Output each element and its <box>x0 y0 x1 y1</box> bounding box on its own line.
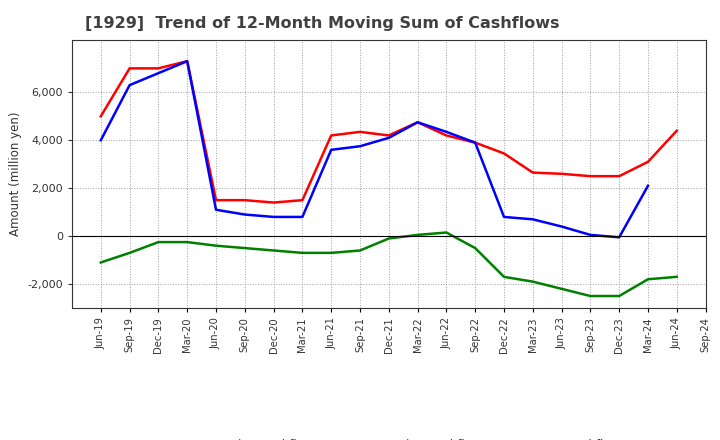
Free Cashflow <box>471 140 480 145</box>
Operating Cashflow <box>442 133 451 138</box>
Free Cashflow <box>212 207 220 213</box>
Free Cashflow <box>154 70 163 76</box>
Operating Cashflow <box>96 114 105 119</box>
Operating Cashflow <box>269 200 278 205</box>
Investing Cashflow <box>384 236 393 241</box>
Free Cashflow <box>183 59 192 64</box>
Text: [1929]  Trend of 12-Month Moving Sum of Cashflows: [1929] Trend of 12-Month Moving Sum of C… <box>85 16 559 32</box>
Free Cashflow <box>240 212 249 217</box>
Investing Cashflow <box>269 248 278 253</box>
Free Cashflow <box>615 235 624 240</box>
Investing Cashflow <box>240 246 249 251</box>
Free Cashflow <box>96 138 105 143</box>
Free Cashflow <box>125 82 134 88</box>
Operating Cashflow <box>154 66 163 71</box>
Free Cashflow <box>327 147 336 153</box>
Investing Cashflow <box>125 250 134 256</box>
Y-axis label: Amount (million yen): Amount (million yen) <box>9 112 22 236</box>
Free Cashflow <box>356 143 364 149</box>
Investing Cashflow <box>586 293 595 299</box>
Investing Cashflow <box>442 230 451 235</box>
Legend: Operating Cashflow, Investing Cashflow, Free Cashflow: Operating Cashflow, Investing Cashflow, … <box>153 435 625 440</box>
Operating Cashflow <box>586 173 595 179</box>
Operating Cashflow <box>615 173 624 179</box>
Operating Cashflow <box>672 128 681 133</box>
Operating Cashflow <box>528 170 537 175</box>
Free Cashflow <box>500 214 508 220</box>
Investing Cashflow <box>212 243 220 248</box>
Operating Cashflow <box>413 120 422 125</box>
Investing Cashflow <box>413 232 422 238</box>
Free Cashflow <box>557 224 566 229</box>
Investing Cashflow <box>471 246 480 251</box>
Operating Cashflow <box>240 198 249 203</box>
Operating Cashflow <box>125 66 134 71</box>
Investing Cashflow <box>327 250 336 256</box>
Free Cashflow <box>298 214 307 220</box>
Operating Cashflow <box>298 198 307 203</box>
Line: Free Cashflow: Free Cashflow <box>101 61 648 237</box>
Operating Cashflow <box>471 140 480 145</box>
Free Cashflow <box>528 216 537 222</box>
Operating Cashflow <box>212 198 220 203</box>
Line: Operating Cashflow: Operating Cashflow <box>101 61 677 202</box>
Operating Cashflow <box>183 59 192 64</box>
Free Cashflow <box>384 135 393 140</box>
Operating Cashflow <box>644 159 652 165</box>
Free Cashflow <box>644 183 652 188</box>
Investing Cashflow <box>672 274 681 279</box>
Investing Cashflow <box>183 239 192 245</box>
Operating Cashflow <box>356 129 364 135</box>
Operating Cashflow <box>384 133 393 138</box>
Free Cashflow <box>442 129 451 135</box>
Free Cashflow <box>586 232 595 238</box>
Free Cashflow <box>269 214 278 220</box>
Operating Cashflow <box>557 171 566 176</box>
Line: Investing Cashflow: Investing Cashflow <box>101 232 677 296</box>
Investing Cashflow <box>356 248 364 253</box>
Investing Cashflow <box>644 277 652 282</box>
Investing Cashflow <box>528 279 537 284</box>
Investing Cashflow <box>96 260 105 265</box>
Investing Cashflow <box>557 286 566 291</box>
Investing Cashflow <box>298 250 307 256</box>
Free Cashflow <box>413 120 422 125</box>
Operating Cashflow <box>327 133 336 138</box>
Operating Cashflow <box>500 151 508 156</box>
Investing Cashflow <box>154 239 163 245</box>
Investing Cashflow <box>615 293 624 299</box>
Investing Cashflow <box>500 274 508 279</box>
